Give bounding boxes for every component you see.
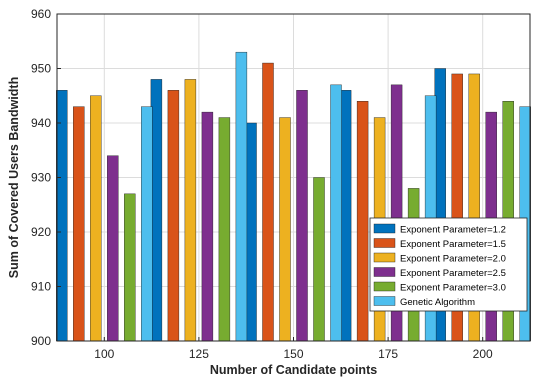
legend-swatch <box>373 238 396 248</box>
bar <box>150 79 163 342</box>
bar <box>235 51 248 342</box>
x-tick-label: 100 <box>94 347 114 361</box>
legend-swatch <box>373 223 396 234</box>
bar <box>141 106 153 342</box>
legend: Exponent Parameter=1.2 Exponent Parameter… <box>369 217 528 312</box>
bar <box>262 62 274 342</box>
legend-box <box>369 217 528 312</box>
x-axis-ticks: 100 125 150 175 200 <box>94 337 493 361</box>
bar <box>339 90 352 342</box>
bar <box>184 79 197 342</box>
bar <box>218 117 231 342</box>
x-tick-label: 200 <box>473 347 493 361</box>
y-tick-label: 940 <box>31 116 51 130</box>
bar <box>313 177 325 342</box>
legend-label: Exponent Parameter=2.0 <box>400 254 506 265</box>
legend-label: Exponent Parameter=1.5 <box>400 239 506 250</box>
legend-swatch <box>373 252 396 263</box>
bar <box>296 90 308 342</box>
legend-label: Exponent Parameter=3.0 <box>400 283 506 294</box>
bar <box>73 106 85 342</box>
x-tick-label: 150 <box>283 347 303 361</box>
y-tick-label: 930 <box>31 171 51 185</box>
y-axis-ticks: 900 910 920 930 940 950 960 <box>31 7 61 348</box>
bar <box>330 84 342 342</box>
legend-swatch <box>373 281 396 292</box>
legend-label: Genetic Algorithm <box>400 297 475 308</box>
bar <box>245 122 257 342</box>
bar <box>56 90 68 342</box>
bar <box>90 95 102 342</box>
bar <box>356 100 369 342</box>
legend-swatch <box>373 267 396 277</box>
y-tick-label: 960 <box>31 7 51 21</box>
bar <box>167 90 180 342</box>
y-tick-label: 950 <box>31 62 51 76</box>
bar <box>201 111 214 342</box>
bar <box>124 193 136 342</box>
bar <box>279 117 291 342</box>
y-tick-label: 900 <box>31 334 51 348</box>
x-tick-label: 125 <box>189 347 209 361</box>
legend-swatch <box>373 296 396 306</box>
legend-label: Exponent Parameter=2.5 <box>400 268 506 279</box>
y-tick-label: 920 <box>31 225 51 239</box>
y-axis-label: Sum of Covered Users Bandwidth <box>7 77 21 278</box>
bar <box>107 155 119 342</box>
y-tick-label: 910 <box>31 280 51 294</box>
legend-label: Exponent Parameter=1.2 <box>400 225 506 236</box>
x-tick-label: 175 <box>378 347 398 361</box>
x-axis-label: Number of Candidate points <box>210 363 377 377</box>
